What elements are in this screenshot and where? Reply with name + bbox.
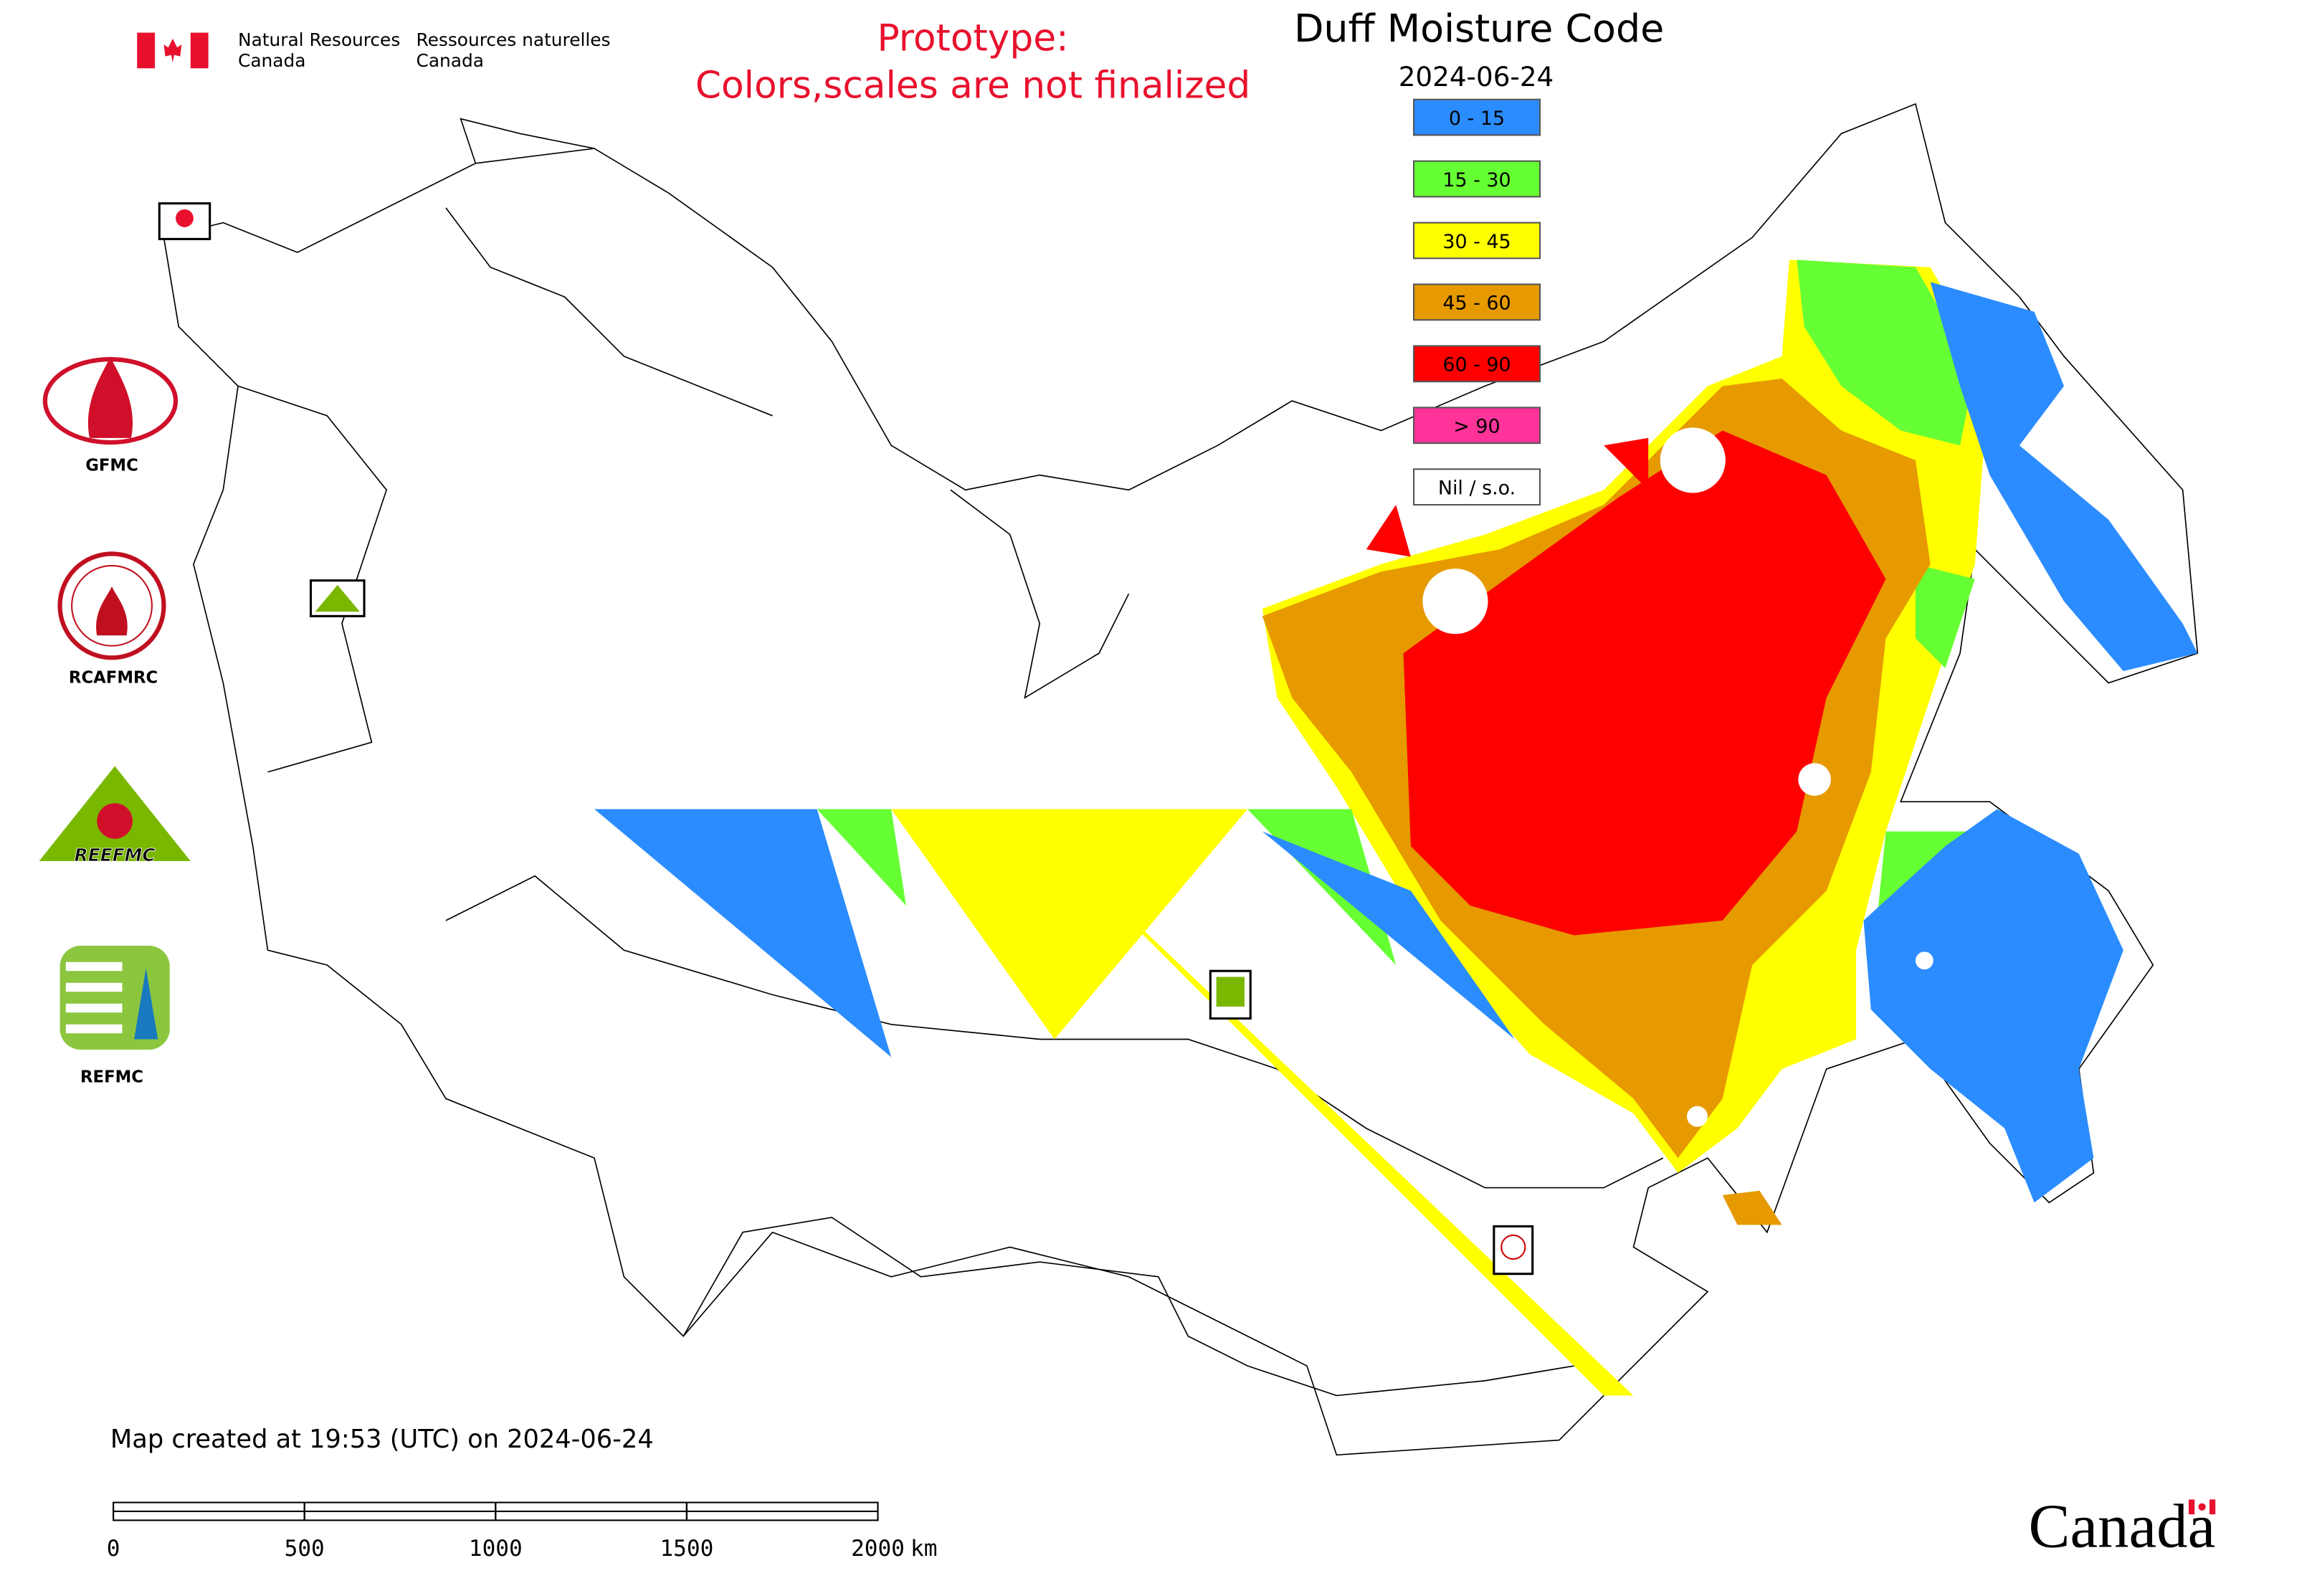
scale-label: 0 [107, 1536, 120, 1562]
scale-unit: km [910, 1536, 937, 1562]
legend-swatch [1412, 222, 1541, 260]
wordmark-flag [2188, 1499, 2216, 1515]
created-note: Map created at 19:53 (UTC) on 2024-06-24 [110, 1425, 654, 1454]
legend: 0 - 15 15 - 30 30 - 45 45 - 60 60 - 90 > 90 Ni… [1412, 98, 1541, 506]
map-date: 2024-06-24 [1399, 61, 1554, 92]
scale-label: 1000 [469, 1536, 523, 1562]
legend-swatch [1412, 407, 1541, 445]
color-region [1722, 1190, 1782, 1225]
scale-bar: 0 500 1000 1500 2000 km [107, 1501, 937, 1562]
nil-region [1915, 951, 1934, 970]
logo-text: REEFMC [75, 845, 156, 865]
legend-label: > 90 [1453, 416, 1500, 438]
color-region [891, 809, 1248, 1040]
data-field [594, 260, 2198, 1396]
notice: Prototype: [877, 16, 1068, 60]
logo-refmc [60, 946, 170, 1050]
legend-swatch [1412, 160, 1541, 198]
logo-label: REFMC [80, 1068, 143, 1087]
country-outlines [163, 103, 2199, 1456]
legend-swatch [1412, 283, 1541, 321]
color-region [1040, 831, 1634, 1396]
scale-label: 1500 [660, 1536, 713, 1562]
notice: Colors,scales are not finalized [695, 65, 1250, 108]
legend-label: 30 - 45 [1442, 231, 1511, 253]
legend-label: 0 - 15 [1449, 108, 1505, 130]
legend-swatch [1412, 468, 1541, 506]
legend-swatch [1412, 345, 1541, 383]
color-region [1863, 809, 2123, 1203]
scale-label: 2000 [851, 1536, 905, 1562]
map-logo [158, 202, 1534, 1276]
scale-label: 500 [285, 1536, 325, 1562]
agency-fr: Canada [417, 50, 484, 71]
agency-fr: Ressources naturelles [417, 29, 611, 50]
wordmark: Canada [2028, 1492, 2215, 1561]
legend-label: 15 - 30 [1442, 169, 1511, 191]
logo-reefmc [39, 766, 191, 862]
nil-region [1687, 1106, 1708, 1127]
logo-label: GFMC [85, 456, 138, 475]
legend-label: Nil / s.o. [1438, 478, 1516, 500]
nil-region [1660, 427, 1726, 493]
color-region [1366, 430, 1886, 936]
agency-en: Natural Resources [238, 29, 400, 50]
color-region [594, 809, 892, 1058]
agency-en: Canada [238, 50, 305, 71]
logo-rcafmrc [57, 551, 166, 660]
legend-label: 60 - 90 [1442, 354, 1511, 376]
flag [137, 32, 209, 69]
legend-swatch [1412, 98, 1541, 136]
nil-region [1422, 569, 1488, 635]
color-region [1930, 282, 2198, 671]
map-title: Duff Moisture Code [1294, 6, 1664, 51]
logo-gfmc [42, 356, 179, 445]
legend-label: 45 - 60 [1442, 293, 1511, 315]
logo-label: RCAFMRC [69, 669, 158, 688]
nil-region [1798, 763, 1831, 796]
